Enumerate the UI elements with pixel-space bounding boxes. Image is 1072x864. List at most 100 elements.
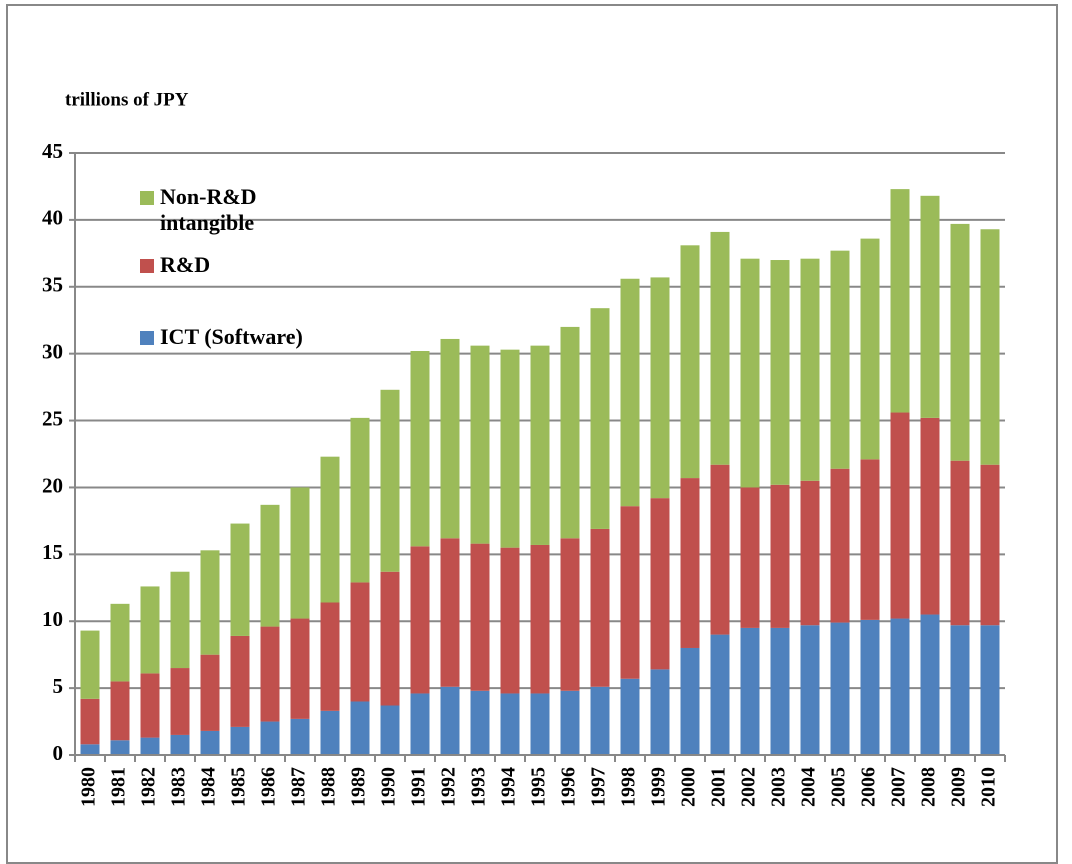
y-tick-label: 10 <box>42 607 63 631</box>
bar-segment <box>740 258 760 488</box>
legend-label: Non-R&D intangible <box>160 184 257 235</box>
bar-segment <box>500 349 520 548</box>
bar-segment <box>740 627 760 755</box>
y-tick-label: 40 <box>42 206 63 230</box>
bar-segment <box>320 602 340 711</box>
bar-segment <box>140 737 160 755</box>
bar-segment <box>260 721 280 755</box>
bar-segment <box>230 523 250 636</box>
bar-segment <box>890 412 910 619</box>
bar-segment <box>680 478 700 648</box>
bar-segment <box>800 625 820 755</box>
y-axis-title: trillions of JPY <box>65 89 189 110</box>
x-tick-label: 2009 <box>948 767 970 807</box>
bar-segment <box>410 546 430 694</box>
bar-segment <box>290 718 310 755</box>
bar-segment <box>80 744 100 755</box>
bar-segment <box>710 464 730 635</box>
bar-segment <box>950 625 970 755</box>
legend-item: Non-R&D intangible <box>140 184 290 236</box>
bar-segment <box>860 619 880 755</box>
bar-segment <box>170 734 190 755</box>
bar-segment <box>800 480 820 626</box>
legend-label: ICT (Software) <box>160 324 303 349</box>
bar-segment <box>710 634 730 755</box>
bar-segment <box>770 260 790 485</box>
bar-segment <box>620 506 640 679</box>
x-tick-label: 1981 <box>108 767 130 807</box>
x-tick-label: 1985 <box>228 767 250 807</box>
bar-segment <box>710 231 730 465</box>
bar-segment <box>830 250 850 469</box>
y-tick-label: 35 <box>42 273 63 297</box>
x-tick-label: 1989 <box>348 767 370 807</box>
bar-segment <box>350 417 370 583</box>
bar-segment <box>440 686 460 755</box>
bar-segment <box>950 223 970 461</box>
y-tick-label: 30 <box>42 339 63 363</box>
bar-segment <box>860 238 880 460</box>
bar-segment <box>800 258 820 481</box>
bar-segment <box>230 635 250 727</box>
bar-segment <box>470 345 490 544</box>
bar-segment <box>620 278 640 507</box>
x-tick-label: 1982 <box>138 767 160 807</box>
bar-segment <box>380 571 400 706</box>
bar-segment <box>770 627 790 755</box>
bar-segment <box>740 487 760 628</box>
bar-segment <box>590 528 610 687</box>
x-tick-label: 2001 <box>708 767 730 807</box>
bar-segment <box>440 338 460 539</box>
bar-segment <box>590 308 610 529</box>
bar-segment <box>980 229 1000 465</box>
x-tick-label: 1997 <box>588 767 610 807</box>
bar-segment <box>950 460 970 626</box>
x-tick-label: 2004 <box>798 767 820 807</box>
bar-segment <box>470 543 490 691</box>
bar-segment <box>500 547 520 694</box>
bar-segment <box>170 668 190 735</box>
bar-segment <box>560 690 580 755</box>
x-tick-label: 1991 <box>408 767 430 807</box>
bar-segment <box>350 701 370 755</box>
bar-segment <box>920 417 940 615</box>
x-tick-label: 2005 <box>828 767 850 807</box>
legend-item: R&D <box>140 252 330 278</box>
bar-segment <box>650 669 670 755</box>
x-tick-label: 1988 <box>318 767 340 807</box>
bar-segment <box>380 705 400 755</box>
bar-segment <box>410 693 430 755</box>
y-tick-label: 0 <box>53 741 64 765</box>
bar-segment <box>680 647 700 755</box>
x-tick-label: 2000 <box>678 767 700 807</box>
bar-segment <box>200 550 220 655</box>
x-tick-label: 1999 <box>648 767 670 807</box>
bar-segment <box>560 538 580 691</box>
x-tick-label: 1995 <box>528 767 550 807</box>
y-tick-label: 15 <box>42 540 63 564</box>
bar-segment <box>530 693 550 755</box>
legend-item: ICT (Software) <box>140 324 330 350</box>
bar-segment <box>980 625 1000 755</box>
x-tick-label: 1984 <box>198 767 220 807</box>
bar-segment <box>530 345 550 545</box>
bar-segment <box>260 504 280 627</box>
bar-segment <box>110 603 130 682</box>
x-tick-label: 1994 <box>498 767 520 807</box>
y-tick-label: 20 <box>42 473 63 497</box>
bar-segment <box>230 726 250 755</box>
legend-label: R&D <box>160 252 211 277</box>
bar-segment <box>560 326 580 539</box>
x-tick-label: 2010 <box>978 767 1000 807</box>
bar-segment <box>650 277 670 499</box>
x-tick-label: 2006 <box>858 767 880 807</box>
legend-swatch <box>140 191 154 205</box>
legend-swatch <box>140 259 154 273</box>
x-tick-label: 2003 <box>768 767 790 807</box>
bar-segment <box>590 686 610 755</box>
x-tick-label: 1990 <box>378 767 400 807</box>
bar-segment <box>920 195 940 418</box>
bar-segment <box>620 678 640 755</box>
bar-segment <box>110 681 130 741</box>
